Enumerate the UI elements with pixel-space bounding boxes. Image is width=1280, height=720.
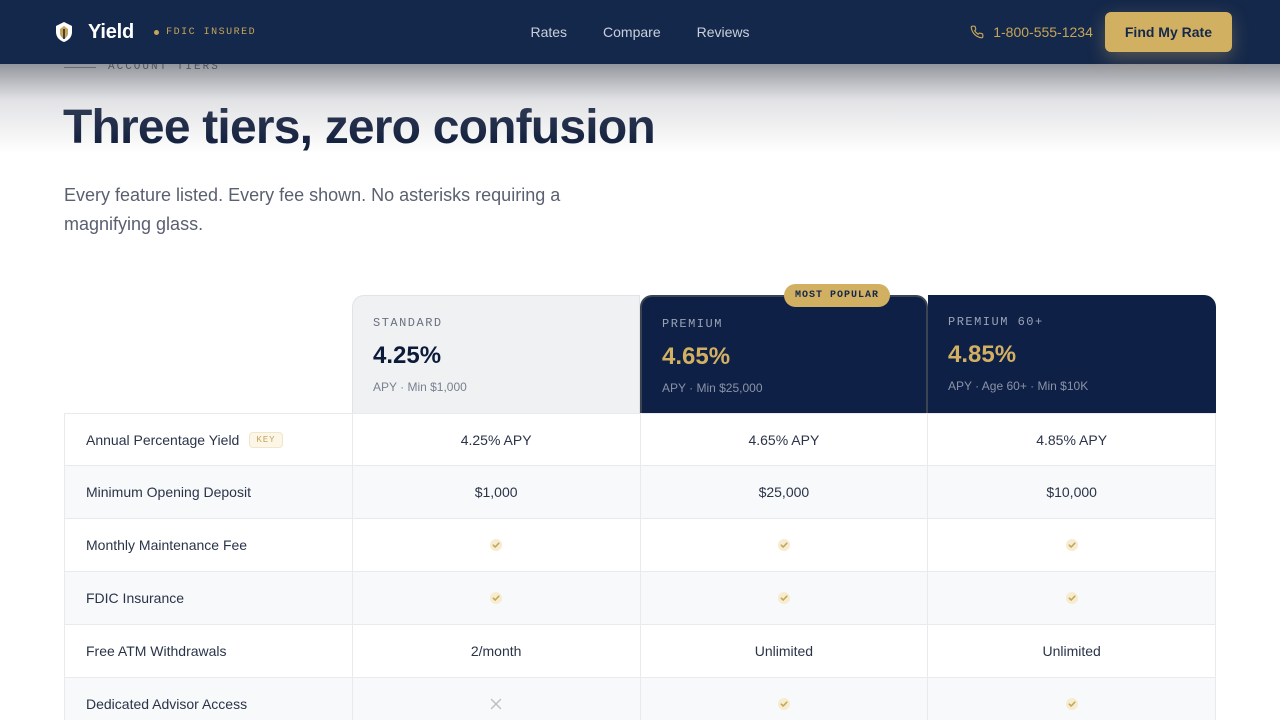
table-row: FDIC Insurance bbox=[64, 572, 1217, 625]
tier-rate: 4.85% bbox=[948, 341, 1017, 368]
tier-name: PREMIUM 60+ bbox=[948, 315, 1044, 329]
tier-meta: APY · Min $25,000 bbox=[662, 381, 763, 395]
cell-value: Unlimited bbox=[1042, 643, 1101, 659]
nav-links: Rates Compare Reviews bbox=[0, 0, 1280, 64]
table-cell bbox=[928, 519, 1217, 571]
fdic-badge: FDIC INSURED bbox=[154, 27, 256, 38]
tier-name: PREMIUM bbox=[662, 317, 723, 331]
row-label: Monthly Maintenance Fee bbox=[64, 519, 353, 571]
table-cell: 2/month bbox=[353, 625, 641, 677]
table-cell: $25,000 bbox=[641, 466, 929, 518]
table-cell: 4.85% APY bbox=[928, 414, 1217, 465]
row-label-text: Free ATM Withdrawals bbox=[86, 643, 227, 659]
table-row: Monthly Maintenance Fee bbox=[64, 519, 1217, 572]
table-row: Minimum Opening Deposit $1,000 $25,000 $10,… bbox=[64, 466, 1217, 519]
nav-link-reviews[interactable]: Reviews bbox=[696, 24, 750, 40]
table-cell: $1,000 bbox=[353, 466, 641, 518]
cell-value: Unlimited bbox=[754, 643, 814, 659]
check-icon bbox=[777, 539, 790, 551]
tier-meta: APY · Min $1,000 bbox=[373, 380, 467, 394]
shield-logo-icon bbox=[56, 22, 72, 42]
check-icon bbox=[1065, 698, 1078, 710]
check-icon bbox=[777, 698, 790, 710]
table-cell bbox=[928, 572, 1217, 624]
row-label-text: Minimum Opening Deposit bbox=[86, 484, 251, 500]
row-label: FDIC Insurance bbox=[64, 572, 353, 624]
check-icon bbox=[1065, 539, 1078, 551]
x-icon bbox=[490, 698, 502, 710]
tier-rate: 4.25% bbox=[373, 342, 442, 369]
table-row: Free ATM Withdrawals 2/month Unlimited Unli… bbox=[64, 625, 1217, 678]
row-label-text: FDIC Insurance bbox=[86, 590, 185, 606]
table-cell bbox=[353, 572, 641, 624]
cell-value: 4.25% APY bbox=[460, 431, 532, 448]
comparison-table: Annual Percentage Yield KEY 4.25% APY 4.65%… bbox=[64, 413, 1217, 720]
row-label: Annual Percentage Yield KEY bbox=[64, 414, 353, 465]
page-title: Three tiers, zero confusion bbox=[63, 101, 656, 154]
check-icon bbox=[777, 592, 790, 604]
most-popular-badge: MOST POPULAR bbox=[784, 284, 891, 307]
table-cell bbox=[641, 572, 929, 624]
row-label-text: Monthly Maintenance Fee bbox=[86, 537, 248, 553]
cell-value: $10,000 bbox=[1046, 484, 1097, 500]
table-cell: Unlimited bbox=[928, 625, 1217, 677]
tier-rate: 4.65% bbox=[662, 343, 731, 370]
table-cell: 4.65% APY bbox=[641, 414, 929, 465]
table-cell bbox=[353, 678, 641, 720]
phone-icon bbox=[970, 25, 984, 39]
brand[interactable]: Yield bbox=[52, 20, 134, 44]
table-cell: Unlimited bbox=[641, 625, 929, 677]
eyebrow-divider bbox=[64, 66, 96, 68]
cell-value: 4.85% APY bbox=[1036, 431, 1108, 448]
brand-name: Yield bbox=[88, 20, 135, 43]
row-label: Free ATM Withdrawals bbox=[64, 625, 353, 677]
phone-link[interactable]: 1-800-555-1234 bbox=[970, 24, 1093, 40]
tier-header-standard[interactable]: STANDARD 4.25% APY · Min $1,000 bbox=[352, 295, 640, 413]
check-icon bbox=[1065, 592, 1078, 604]
table-cell bbox=[928, 678, 1217, 720]
table-cell bbox=[641, 519, 929, 571]
table-row: Dedicated Advisor Access bbox=[64, 678, 1217, 720]
find-my-rate-button[interactable]: Find My Rate bbox=[1104, 12, 1232, 52]
fdic-badge-label: FDIC INSURED bbox=[166, 26, 257, 38]
row-label: Dedicated Advisor Access bbox=[64, 678, 353, 720]
table-cell bbox=[641, 678, 929, 720]
top-navbar: Yield FDIC INSURED Rates Compare Reviews… bbox=[0, 0, 1280, 64]
table-cell: 4.25% APY bbox=[353, 414, 641, 465]
table-row: Annual Percentage Yield KEY 4.25% APY 4.65%… bbox=[64, 413, 1217, 466]
key-badge: KEY bbox=[249, 431, 283, 448]
tier-name: STANDARD bbox=[373, 316, 443, 330]
tier-header-premium[interactable]: PREMIUM 4.65% APY · Min $25,000 bbox=[640, 295, 928, 413]
check-icon bbox=[490, 539, 503, 551]
tier-header-premium-60[interactable]: PREMIUM 60+ 4.85% APY · Age 60+ · Min $1… bbox=[928, 295, 1216, 413]
table-cell: $10,000 bbox=[928, 466, 1217, 518]
phone-number: 1-800-555-1234 bbox=[993, 24, 1093, 40]
table-cell bbox=[353, 519, 641, 571]
fdic-dot-icon bbox=[154, 29, 160, 35]
row-label: Minimum Opening Deposit bbox=[64, 466, 353, 518]
nav-link-compare[interactable]: Compare bbox=[603, 24, 661, 40]
nav-right: 1-800-555-1234 Find My Rate bbox=[970, 12, 1232, 52]
row-label-text: Dedicated Advisor Access bbox=[86, 696, 248, 712]
page-subtitle: Every feature listed. Every fee shown. N… bbox=[64, 185, 561, 234]
tier-meta: APY · Age 60+ · Min $10K bbox=[948, 379, 1089, 393]
cell-value: $1,000 bbox=[474, 484, 518, 500]
row-label-text: Annual Percentage Yield bbox=[86, 431, 240, 448]
cell-value: $25,000 bbox=[758, 484, 810, 500]
cell-value: 4.65% APY bbox=[748, 431, 820, 448]
cell-value: 2/month bbox=[470, 643, 522, 659]
nav-link-rates[interactable]: Rates bbox=[530, 24, 568, 40]
check-icon bbox=[490, 592, 503, 604]
